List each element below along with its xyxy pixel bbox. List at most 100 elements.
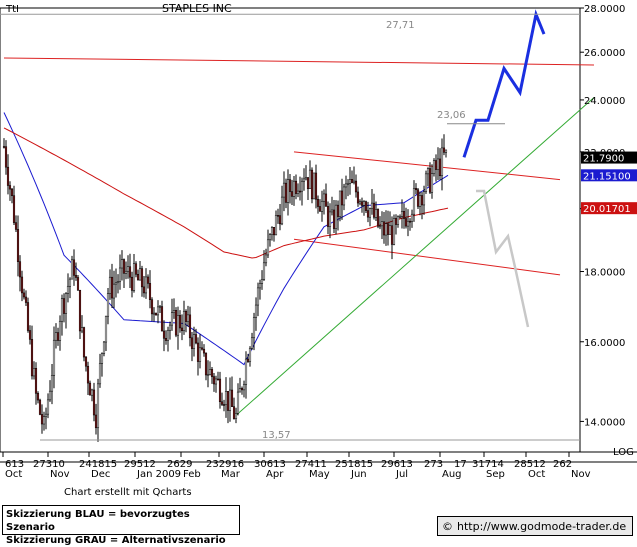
candle-body xyxy=(352,180,356,183)
candle-body xyxy=(180,327,184,332)
candle-body xyxy=(250,337,254,349)
candle-body xyxy=(114,282,118,285)
candle-body xyxy=(366,210,370,218)
candle-body xyxy=(270,227,274,235)
candle-body xyxy=(16,229,20,262)
candle-body xyxy=(370,202,374,209)
candle-body xyxy=(290,191,294,197)
scenario-grey-path xyxy=(476,189,530,328)
candle-body xyxy=(64,293,68,314)
candle-body xyxy=(228,389,232,411)
candle-body xyxy=(428,168,432,193)
candle-body xyxy=(106,293,110,317)
candle-body xyxy=(436,158,440,170)
candle-body xyxy=(406,220,410,227)
candle-body xyxy=(40,414,44,425)
candle-body xyxy=(412,188,416,215)
candle-body xyxy=(296,190,300,194)
candle-body xyxy=(46,399,50,415)
candle-body xyxy=(208,369,212,375)
scenario-blue-path xyxy=(462,9,546,158)
candle-body xyxy=(252,317,256,339)
candle-body xyxy=(88,382,92,396)
trendline-green-support xyxy=(233,97,595,418)
x-month-label: Jan 2009 xyxy=(136,469,181,480)
candle-body xyxy=(202,348,206,354)
candle-body xyxy=(124,270,128,274)
candle-body xyxy=(212,376,216,385)
candle-body xyxy=(194,334,198,344)
x-tick-label: 28512 xyxy=(514,459,546,470)
candle-body xyxy=(76,277,80,291)
candle-body xyxy=(266,239,270,256)
candle-body xyxy=(260,279,264,284)
candle-body xyxy=(144,276,148,294)
candle-body xyxy=(224,391,228,405)
candle-body xyxy=(60,298,64,322)
candle-body xyxy=(38,399,42,415)
y-tick-label: 18.0000 xyxy=(584,268,625,279)
candle-body xyxy=(190,337,194,349)
source-link[interactable]: http://www.godmode-trader.de xyxy=(457,519,627,533)
candle-body xyxy=(154,312,158,316)
candle-body xyxy=(220,401,224,405)
candle-body xyxy=(160,306,164,332)
y-tick-label: 26.0000 xyxy=(584,48,625,59)
x-month-label: Sep xyxy=(486,469,505,480)
candle-body xyxy=(86,365,90,384)
candle-body xyxy=(328,211,332,227)
candle-body xyxy=(66,285,70,294)
candle-body xyxy=(236,391,240,414)
candle-body xyxy=(226,391,230,411)
candle-body xyxy=(122,259,126,274)
ma-long-price-label-box xyxy=(581,202,637,215)
x-tick-label: 27310 xyxy=(33,459,65,470)
x-tick-label: 2629 xyxy=(167,459,192,470)
source-box[interactable]: © http://www.godmode-trader.de xyxy=(437,516,633,536)
x-tick-label: 232916 xyxy=(206,459,244,470)
candle-body xyxy=(324,193,328,207)
candle-body xyxy=(168,324,172,331)
candle-body xyxy=(12,195,16,223)
candle-body xyxy=(384,223,388,236)
x-tick-label: 27411 xyxy=(295,459,327,470)
candle-body xyxy=(354,180,358,193)
candle-body xyxy=(280,196,284,225)
candle-body xyxy=(310,169,314,200)
candle-body xyxy=(210,369,214,377)
x-month-label: Apr xyxy=(266,469,284,480)
candle-body xyxy=(230,389,234,407)
candle-body xyxy=(272,227,276,236)
candle-body xyxy=(380,221,384,227)
candle-body xyxy=(282,182,286,198)
candle-body xyxy=(312,172,316,200)
candle-body xyxy=(400,211,404,217)
candle-body xyxy=(176,315,180,336)
candle-body xyxy=(102,341,106,354)
candle-body xyxy=(42,416,46,425)
candle-body xyxy=(346,183,350,185)
x-month-label: Feb xyxy=(183,469,201,480)
candle-body xyxy=(340,190,344,206)
current-price-label: 21.7900 xyxy=(583,154,624,165)
candle-body xyxy=(342,186,346,206)
candle-body xyxy=(338,190,342,217)
candle-body xyxy=(302,178,306,182)
x-tick-label: 613 xyxy=(5,459,24,470)
candle-body xyxy=(262,262,266,280)
candle-body xyxy=(284,182,288,203)
candle-body xyxy=(110,276,114,299)
x-tick-label: 273 xyxy=(424,459,443,470)
candle-body xyxy=(264,254,268,264)
x-month-label: Mar xyxy=(221,469,241,480)
candle-body xyxy=(344,183,348,188)
candle-body xyxy=(234,413,238,419)
candle-body xyxy=(298,190,302,193)
candle-body xyxy=(382,221,386,236)
candle-body xyxy=(238,388,242,393)
current-price-label-box xyxy=(581,151,637,164)
candle-body xyxy=(132,263,136,291)
candle-body xyxy=(350,179,354,183)
candle-body xyxy=(268,234,272,241)
x-month-label: Jul xyxy=(395,469,408,480)
